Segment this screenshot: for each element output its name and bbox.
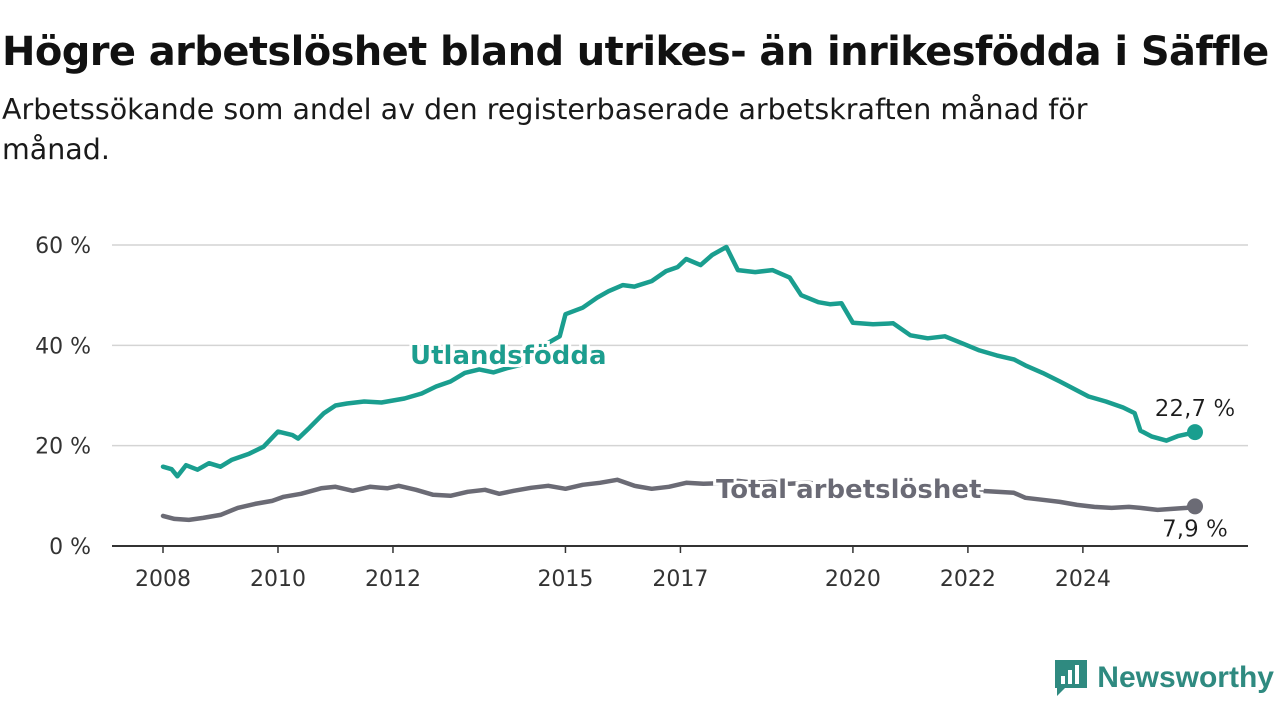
y-tick-label: 0 % bbox=[49, 535, 91, 560]
series-end-value-label: 22,7 % bbox=[1155, 396, 1235, 422]
newsworthy-logo: Newsworthy bbox=[1053, 658, 1274, 698]
x-tick-label: 2015 bbox=[537, 567, 593, 592]
x-tick-label: 2010 bbox=[250, 567, 306, 592]
chart-subtitle: Arbetssökande som andel av den registerb… bbox=[2, 93, 1088, 166]
axes: 0 % 20 % 40 % 60 % 2008 2010 2012 2015 2017 2020 2… bbox=[35, 234, 1248, 592]
series-lines bbox=[160, 244, 1203, 523]
x-tick-label: 2017 bbox=[652, 567, 708, 592]
newsworthy-logo-text: Newsworthy bbox=[1097, 661, 1274, 694]
newsworthy-logo-icon bbox=[1055, 660, 1088, 696]
y-tick-label: 20 % bbox=[35, 435, 91, 460]
x-tick-label: 2020 bbox=[825, 567, 881, 592]
series-name-label: Total arbetslöshet bbox=[716, 475, 981, 505]
series-end-marker bbox=[1187, 498, 1203, 515]
x-tick-label: 2008 bbox=[135, 567, 191, 592]
y-tick-label: 40 % bbox=[35, 334, 91, 359]
x-tick-label: 2022 bbox=[940, 567, 996, 592]
series-labels: Utlandsfödda 22,7 % Total arbetslöshet 7,9 … bbox=[410, 341, 1235, 542]
y-tick-label: 60 % bbox=[35, 234, 91, 259]
series-end-value-label: 7,9 % bbox=[1162, 516, 1228, 542]
x-tick-label: 2012 bbox=[365, 567, 421, 592]
x-tick-label: 2024 bbox=[1055, 567, 1111, 592]
series-line bbox=[160, 244, 1198, 479]
series-line bbox=[160, 477, 1198, 523]
chart-title: Högre arbetslöshet bland utrikes- än inr… bbox=[2, 29, 1269, 75]
series-end-marker bbox=[1187, 424, 1203, 441]
gridlines bbox=[112, 244, 1248, 447]
series-name-label: Utlandsfödda bbox=[410, 341, 607, 371]
